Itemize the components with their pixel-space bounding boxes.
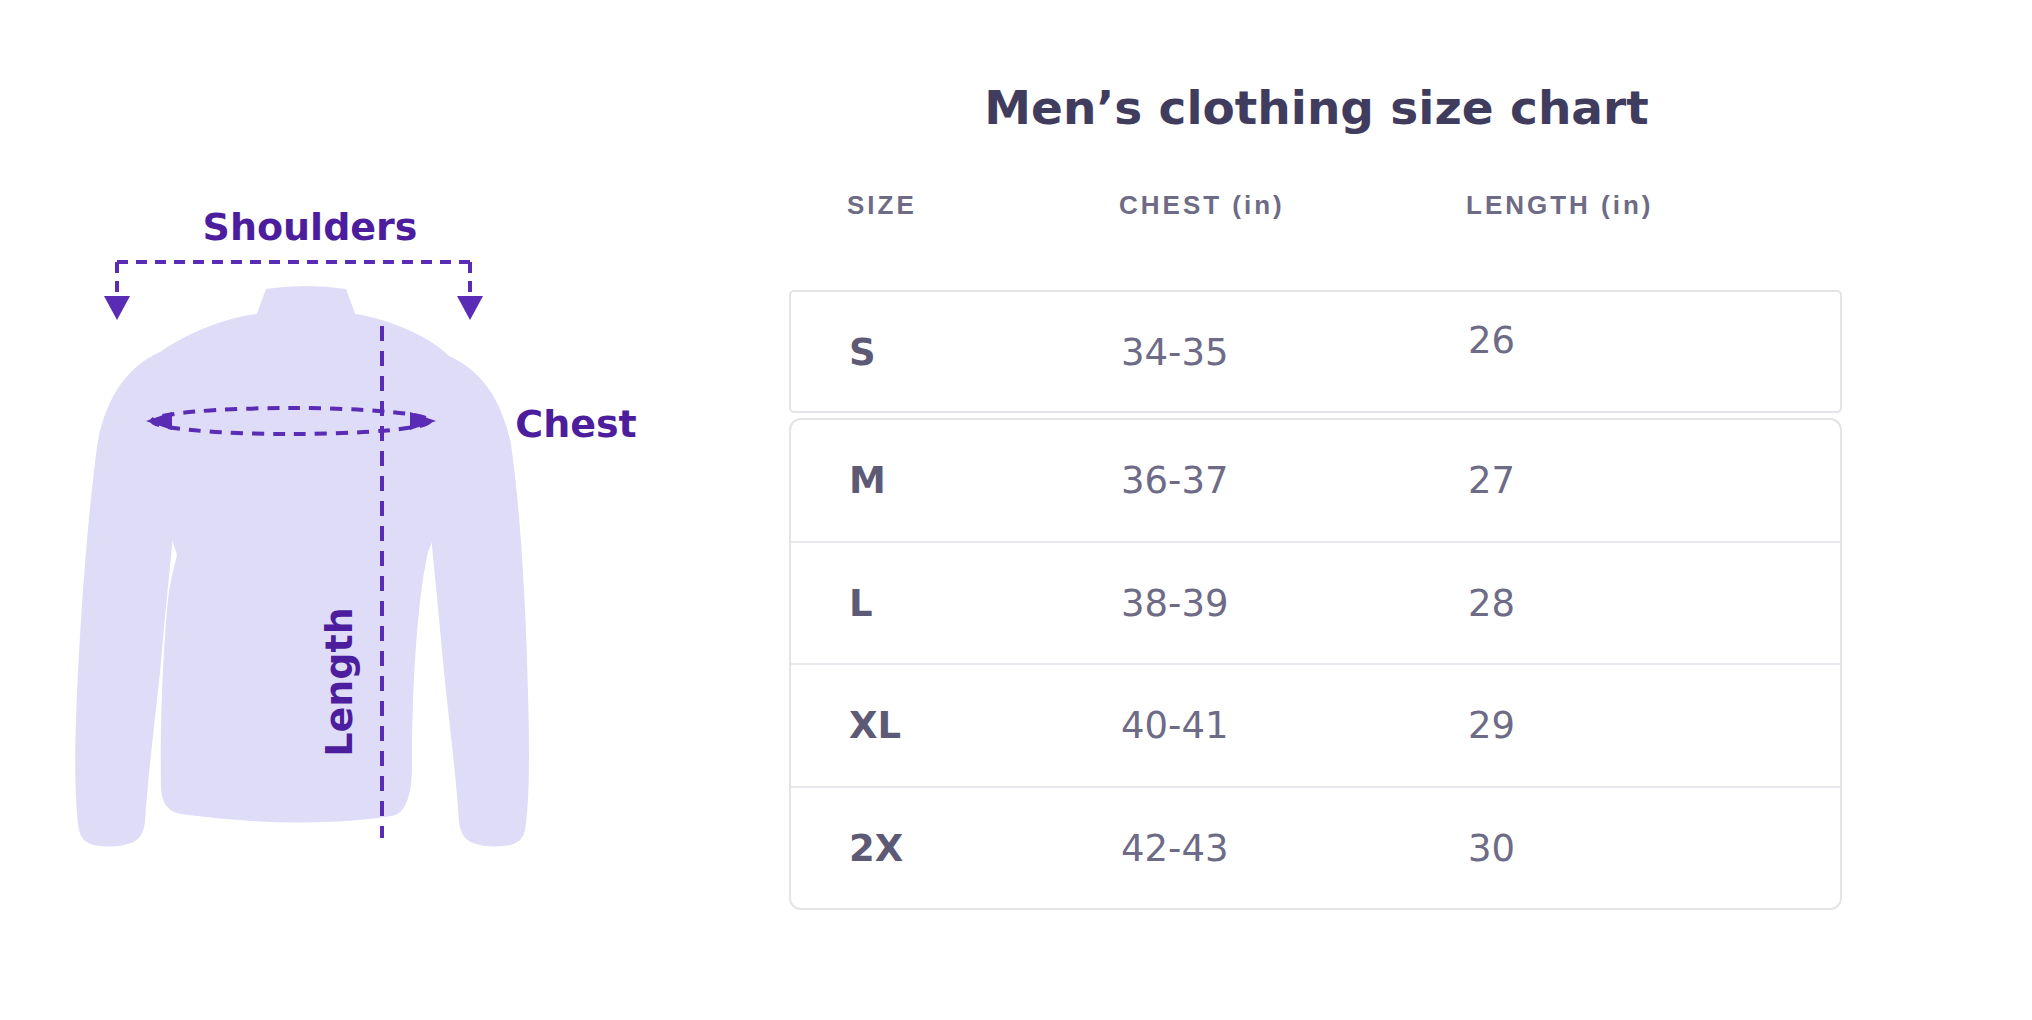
length-cell: 30	[1468, 826, 1515, 869]
table-row: L 38-39 28	[791, 541, 1840, 664]
length-label: Length	[317, 607, 361, 756]
size-table-first-row-box: S 34-35 26	[789, 290, 1842, 413]
header-length: LENGTH (in)	[1466, 190, 1654, 221]
size-chart-infographic: Shoulders Chest Length Men’s clothing si…	[0, 0, 2032, 1020]
length-cell: 27	[1468, 459, 1515, 502]
arrow-down-right-icon	[457, 296, 483, 320]
table-header-row: SIZE CHEST (in) LENGTH (in)	[789, 190, 1844, 226]
table-row: 2X 42-43 30	[791, 786, 1840, 909]
chest-cell: 38-39	[1121, 581, 1229, 624]
length-cell: 29	[1468, 704, 1515, 747]
table-row: S 34-35 26	[791, 292, 1840, 411]
table-row: M 36-37 27	[791, 420, 1840, 541]
size-cell: M	[849, 459, 886, 502]
chest-cell: 36-37	[1121, 459, 1229, 502]
size-cell: S	[849, 330, 876, 373]
length-cell: 28	[1468, 581, 1515, 624]
size-table-panel: Men’s clothing size chart SIZE CHEST (in…	[789, 0, 1844, 1020]
size-cell: XL	[849, 704, 901, 747]
chest-cell: 34-35	[1121, 330, 1229, 373]
table-row: XL 40-41 29	[791, 663, 1840, 786]
page-title: Men’s clothing size chart	[789, 80, 1844, 135]
size-cell: L	[849, 581, 873, 624]
size-table-body-box: M 36-37 27 L 38-39 28 XL 40-41 29 2X 42-…	[789, 418, 1842, 910]
arrow-down-left-icon	[104, 296, 130, 320]
header-size: SIZE	[847, 190, 917, 221]
chest-cell: 42-43	[1121, 826, 1229, 869]
header-chest: CHEST (in)	[1119, 190, 1285, 221]
shirt-silhouette	[75, 286, 529, 847]
length-cell: 26	[1468, 318, 1515, 361]
shirt-measurement-diagram: Shoulders Chest Length	[0, 0, 700, 1020]
size-cell: 2X	[849, 826, 903, 869]
shoulders-label: Shoulders	[203, 205, 418, 249]
chest-cell: 40-41	[1121, 704, 1229, 747]
chest-label: Chest	[515, 402, 637, 446]
